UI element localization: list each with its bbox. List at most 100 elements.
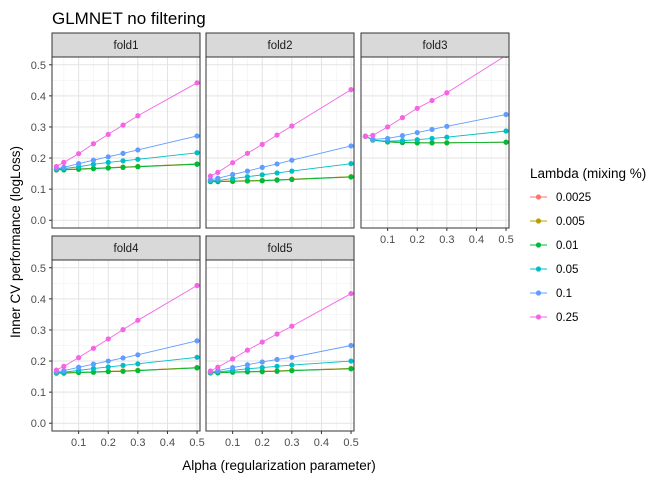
data-point — [399, 115, 406, 121]
data-point — [194, 161, 200, 167]
legend-item-0.005: 0.005 — [530, 216, 585, 228]
panel-fold3: fold3 — [360, 32, 510, 229]
x-tick-label: 0.2 — [255, 437, 270, 449]
data-point — [503, 139, 509, 145]
data-point — [230, 356, 236, 362]
x-tick-label: 0.1 — [71, 437, 86, 449]
panel-border — [360, 56, 510, 229]
legend-item-0.0025: 0.0025 — [530, 192, 591, 204]
legend-label: 0.25 — [556, 312, 578, 324]
panel-border — [51, 56, 201, 229]
data-point — [105, 165, 111, 171]
panel-data — [53, 80, 200, 173]
legend-label: 0.1 — [556, 288, 572, 300]
strip-fold2 — [205, 32, 355, 58]
data-point — [289, 157, 295, 163]
y-tick-label: 0.3 — [31, 325, 46, 337]
data-point — [230, 171, 236, 178]
data-point — [76, 161, 82, 167]
data-point — [348, 366, 354, 372]
legend-label: 0.005 — [556, 216, 585, 228]
data-point — [348, 174, 354, 180]
legend-item-0.05: 0.05 — [530, 264, 578, 276]
series-line-0.25 — [56, 285, 198, 371]
series-line-0.25 — [56, 82, 198, 167]
data-point — [135, 156, 141, 162]
y-tick-label: 0.2 — [31, 153, 46, 165]
data-point — [244, 178, 251, 184]
strip-label: fold2 — [268, 40, 293, 52]
data-point — [194, 365, 200, 371]
data-point — [259, 339, 265, 345]
data-point — [76, 355, 82, 361]
data-point — [53, 367, 60, 373]
panel-fold5: fold5 — [205, 235, 355, 432]
data-point — [120, 368, 126, 374]
data-point — [120, 355, 126, 361]
data-point — [289, 168, 295, 174]
data-point — [76, 151, 82, 157]
panel-border — [205, 56, 355, 229]
data-point — [244, 174, 251, 180]
y-tick-label: 0.2 — [31, 356, 46, 368]
x-tick-label: 0.1 — [380, 234, 395, 246]
data-point — [194, 133, 200, 139]
data-point — [244, 362, 251, 368]
x-tick-label: 0.4 — [469, 234, 484, 246]
data-point — [230, 160, 236, 166]
y-tick-label: 0.1 — [31, 387, 46, 399]
data-point — [370, 136, 376, 142]
x-tick-label: 0.1 — [225, 437, 240, 449]
data-point — [90, 157, 97, 163]
data-point — [244, 347, 251, 353]
x-axis-title: Alpha (regularization parameter) — [182, 458, 376, 473]
data-point — [429, 140, 435, 146]
series-line-0.25 — [210, 89, 352, 177]
legend-key-point — [535, 314, 542, 320]
x-tick-label: 0.2 — [101, 437, 116, 449]
data-point — [105, 131, 111, 138]
strip-fold5 — [205, 235, 355, 261]
legend-key-point — [535, 194, 542, 200]
data-point — [105, 369, 111, 375]
strip-label: fold1 — [114, 40, 139, 52]
data-point — [289, 362, 295, 368]
data-point — [259, 359, 265, 365]
data-point — [348, 87, 354, 93]
x-tick-label: 0.5 — [189, 437, 204, 449]
data-point — [444, 140, 450, 146]
x-tick-label: 0.4 — [160, 437, 175, 449]
legend-item-0.1: 0.1 — [530, 288, 572, 300]
data-point — [348, 143, 354, 149]
data-point — [444, 123, 450, 129]
data-point — [230, 364, 236, 371]
panel-fold1: fold1 — [51, 32, 201, 229]
x-tick-label: 0.3 — [439, 234, 454, 246]
data-point — [399, 138, 406, 144]
series-line-0.25 — [365, 57, 505, 137]
data-point — [444, 134, 450, 140]
data-point — [414, 137, 420, 143]
x-tick-label: 0.4 — [314, 437, 329, 449]
facet-panels: fold1 fold2 fold3 fold4 fold5 — [51, 32, 510, 432]
y-tick-label: 0.4 — [31, 91, 46, 103]
x-tick-label: 0.3 — [284, 437, 299, 449]
legend-label: 0.0025 — [556, 192, 591, 204]
data-point — [259, 164, 265, 170]
data-point — [135, 317, 141, 323]
data-point — [61, 368, 67, 374]
data-point — [385, 124, 391, 130]
panel-fold2: fold2 — [205, 32, 355, 229]
data-point — [414, 105, 420, 111]
data-point — [503, 111, 509, 118]
data-point — [244, 168, 251, 174]
data-point — [503, 128, 509, 134]
panel-data — [53, 282, 200, 376]
data-point — [274, 170, 280, 176]
data-point — [274, 368, 280, 374]
data-point — [90, 345, 97, 351]
data-point — [135, 164, 141, 170]
data-point — [289, 354, 295, 360]
data-point — [194, 282, 200, 289]
